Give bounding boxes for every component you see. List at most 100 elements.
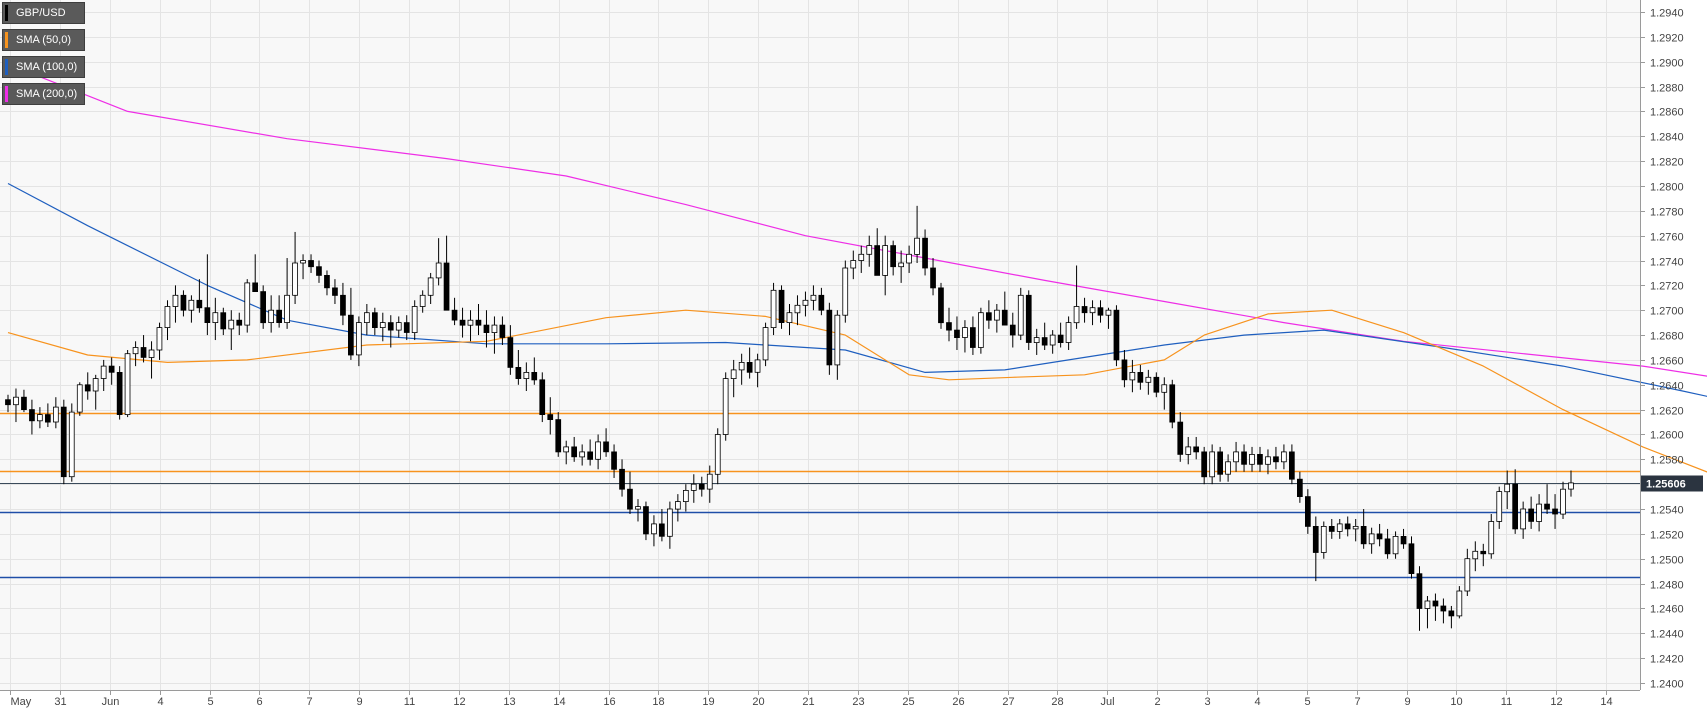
candle bbox=[1105, 307, 1112, 329]
x-tick-label: Jul bbox=[1100, 696, 1114, 708]
candle bbox=[1512, 469, 1518, 534]
candle-body-up bbox=[1073, 306, 1080, 324]
candle bbox=[1312, 516, 1319, 582]
candle-body-up bbox=[786, 312, 793, 324]
candle bbox=[403, 315, 410, 341]
candle-body-down bbox=[587, 451, 594, 460]
candle bbox=[244, 279, 251, 333]
candle-body-down bbox=[116, 371, 123, 415]
candle bbox=[92, 374, 99, 410]
candle-body-down bbox=[21, 396, 27, 411]
candle bbox=[1384, 528, 1391, 559]
y-tick-label: 1.2940 bbox=[1650, 8, 1684, 20]
candle bbox=[842, 260, 849, 323]
candle-body-down bbox=[1097, 307, 1104, 316]
candle-body-up bbox=[906, 253, 912, 264]
candle bbox=[1520, 501, 1526, 539]
legend-swatch bbox=[5, 5, 8, 21]
candle-body-down bbox=[515, 366, 522, 379]
legend-item-sma-50[interactable]: SMA (50,0) bbox=[2, 29, 86, 51]
candle bbox=[1368, 527, 1375, 554]
y-axis: 1.2400 1.2420 1.2440 1.2460 1.2480 1.2500 1.25… bbox=[1640, 8, 1684, 691]
candle bbox=[619, 459, 625, 497]
legend-item-sma-100[interactable]: SMA (100,0) bbox=[2, 56, 86, 78]
x-tick-label: 20 bbox=[752, 696, 764, 708]
candle bbox=[53, 397, 59, 429]
candle-body-up bbox=[1129, 371, 1136, 381]
candle bbox=[1560, 481, 1566, 519]
y-tick-label: 1.2880 bbox=[1650, 83, 1684, 95]
y-tick-label: 1.2620 bbox=[1650, 406, 1684, 418]
legend-item-gbpusd[interactable]: GBP/USD bbox=[2, 2, 86, 24]
candle-body-down bbox=[220, 312, 227, 330]
candle bbox=[874, 228, 881, 276]
candle bbox=[1033, 328, 1040, 355]
candle-body-down bbox=[507, 337, 514, 368]
candle-body-up bbox=[1049, 334, 1056, 346]
candle-body-up bbox=[37, 414, 43, 422]
candle-body-down bbox=[1408, 543, 1415, 574]
candle bbox=[762, 322, 769, 367]
x-tick-label: 16 bbox=[603, 696, 615, 708]
candle-body-up bbox=[1336, 523, 1343, 532]
candle-body-down bbox=[1384, 538, 1391, 555]
candle-body-down bbox=[1121, 359, 1128, 381]
candle-body-up bbox=[419, 294, 426, 307]
candle-body-down bbox=[555, 419, 562, 453]
candle bbox=[1193, 436, 1199, 460]
candle-body-up bbox=[850, 260, 857, 269]
candle bbox=[738, 353, 745, 385]
candle-body-up bbox=[268, 309, 275, 324]
candle bbox=[834, 310, 841, 380]
x-tick-label: 6 bbox=[256, 696, 262, 708]
candle bbox=[978, 307, 984, 354]
candle-body-up bbox=[1185, 446, 1192, 455]
candle bbox=[1209, 444, 1215, 485]
candle-body-down bbox=[1305, 496, 1311, 527]
candle-body-up bbox=[730, 369, 737, 379]
candle bbox=[1536, 494, 1542, 532]
candle bbox=[316, 260, 322, 283]
candle bbox=[260, 285, 267, 329]
candle bbox=[387, 315, 394, 348]
candle-body-up bbox=[714, 434, 721, 475]
candle bbox=[132, 341, 139, 367]
y-tick-label: 1.2580 bbox=[1650, 455, 1684, 467]
candle bbox=[722, 372, 729, 441]
candle bbox=[946, 307, 952, 342]
candle-body-up bbox=[100, 365, 107, 379]
candle-body-up bbox=[13, 396, 19, 406]
candle-body-up bbox=[1145, 376, 1152, 383]
candle-body-up bbox=[882, 245, 889, 276]
y-tick-label: 1.2740 bbox=[1650, 257, 1684, 269]
grid bbox=[0, 0, 1640, 690]
candle bbox=[1456, 586, 1463, 619]
candle-body-down bbox=[818, 294, 825, 311]
x-tick-label: 14 bbox=[553, 696, 565, 708]
candle-body-down bbox=[1552, 508, 1558, 515]
candle bbox=[1257, 446, 1263, 472]
candle bbox=[1241, 444, 1247, 472]
candle bbox=[29, 399, 35, 435]
legend-label: SMA (100,0) bbox=[16, 61, 78, 73]
legend-swatch bbox=[5, 59, 8, 75]
candle-body-down bbox=[1113, 309, 1120, 361]
legend-item-sma-200[interactable]: SMA (200,0) bbox=[2, 83, 86, 105]
candle bbox=[754, 353, 761, 388]
candle bbox=[794, 295, 801, 326]
candle bbox=[1360, 509, 1367, 549]
candle bbox=[770, 282, 777, 336]
candle-body-down bbox=[1177, 421, 1184, 455]
candle-body-up bbox=[722, 378, 729, 435]
candle-body-down bbox=[308, 260, 314, 268]
candle-body-down bbox=[459, 319, 466, 326]
candle bbox=[595, 434, 601, 470]
candle-body-up bbox=[164, 306, 171, 329]
y-tick-label: 1.2500 bbox=[1650, 555, 1684, 567]
candle-body-down bbox=[84, 384, 91, 392]
candle bbox=[236, 312, 243, 336]
candle bbox=[539, 372, 546, 423]
y-tick-label: 1.2400 bbox=[1650, 679, 1684, 691]
candle bbox=[228, 310, 235, 350]
